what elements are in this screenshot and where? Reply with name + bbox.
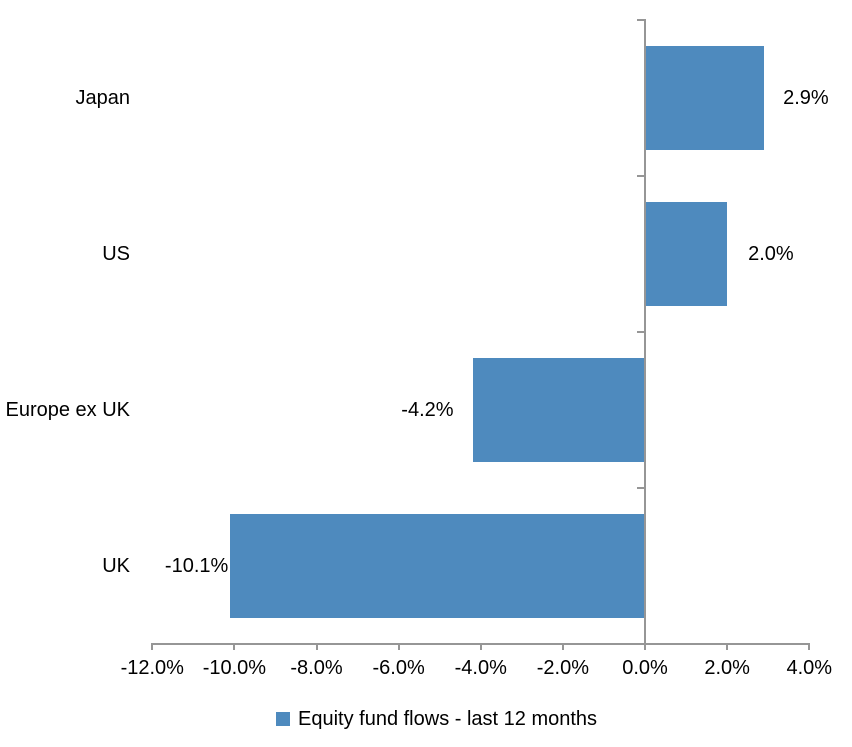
category-label-japan: Japan — [75, 87, 131, 109]
bar-uk — [230, 514, 645, 618]
y-axis-line — [644, 19, 646, 650]
bar-japan — [645, 46, 765, 150]
x-tick — [315, 643, 318, 650]
legend-label: Equity fund flows - last 12 months — [298, 708, 598, 730]
x-tick-label: -6.0% — [372, 657, 425, 679]
x-tick — [808, 643, 811, 650]
x-tick-label: 0.0% — [622, 657, 668, 679]
x-tick-label: -8.0% — [290, 657, 343, 679]
x-tick — [233, 643, 236, 650]
x-tick-label: -2.0% — [536, 657, 589, 679]
category-label-us: US — [102, 243, 130, 265]
category-label-uk: UK — [102, 555, 130, 577]
data-label-uk: -10.1% — [164, 555, 229, 577]
x-tick-label: 2.0% — [704, 657, 750, 679]
y-tick — [637, 175, 644, 177]
x-tick-label: -12.0% — [120, 657, 184, 679]
y-tick — [637, 487, 644, 489]
x-tick — [479, 643, 482, 650]
bar-us — [645, 202, 728, 306]
legend-marker — [276, 712, 290, 726]
x-tick — [397, 643, 400, 650]
x-tick — [726, 643, 729, 650]
bar-europe-ex-uk — [472, 358, 645, 462]
x-tick — [151, 643, 154, 650]
y-tick — [637, 19, 644, 21]
x-tick — [561, 643, 564, 650]
y-tick — [637, 331, 644, 333]
x-tick-label: -4.0% — [454, 657, 507, 679]
data-label-europe-ex-uk: -4.2% — [401, 399, 454, 421]
category-label-europe-ex-uk: Europe ex UK — [5, 399, 130, 421]
legend: Equity fund flows - last 12 months — [276, 705, 597, 733]
x-tick — [644, 643, 646, 650]
x-tick-label: 4.0% — [786, 657, 833, 679]
data-label-japan: 2.9% — [783, 87, 829, 109]
data-label-us: 2.0% — [748, 243, 794, 265]
x-tick-label: -10.0% — [202, 657, 267, 679]
